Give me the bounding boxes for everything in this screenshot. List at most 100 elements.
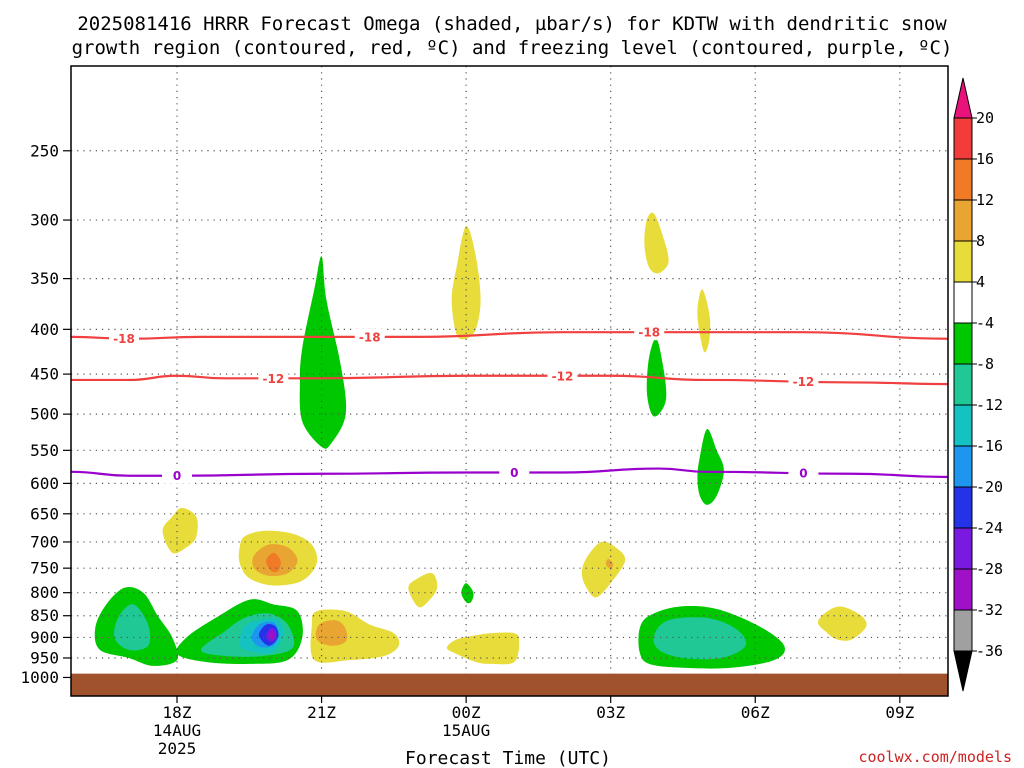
colorbar-bin bbox=[953, 199, 973, 242]
y-tick-label: 350 bbox=[30, 269, 59, 288]
colorbar-label: -36 bbox=[976, 642, 1003, 660]
colorbar-bin bbox=[953, 117, 973, 160]
contour-label: -18 bbox=[113, 332, 135, 346]
y-tick-label: 650 bbox=[30, 504, 59, 523]
x-tick-year: 2025 bbox=[158, 739, 197, 758]
omega-region bbox=[697, 428, 724, 505]
colorbar-bin bbox=[953, 158, 973, 201]
colorbar-label: 12 bbox=[976, 191, 994, 209]
x-tick-label: 09Z bbox=[885, 703, 914, 722]
colorbar-top-triangle bbox=[953, 77, 973, 119]
colorbar-bin bbox=[953, 363, 973, 406]
colorbar-label: 8 bbox=[976, 232, 985, 250]
omega-region bbox=[113, 604, 151, 651]
contour-label: 0 bbox=[510, 466, 518, 480]
x-tick-label: 03Z bbox=[596, 703, 625, 722]
y-tick-label: 500 bbox=[30, 405, 59, 424]
contour-label: -12 bbox=[793, 375, 815, 389]
contour-label-bg bbox=[499, 464, 530, 481]
y-tick-label: 300 bbox=[30, 211, 59, 230]
colorbar-bin bbox=[953, 322, 973, 365]
colorbar-bin bbox=[953, 445, 973, 488]
x-tick-label: 21Z bbox=[307, 703, 336, 722]
contour-label-bg bbox=[162, 467, 193, 484]
y-tick-label: 900 bbox=[30, 628, 59, 647]
contour-label: -12 bbox=[263, 372, 285, 386]
x-tick-label: 00Z bbox=[452, 703, 481, 722]
omega-region bbox=[817, 606, 867, 641]
x-axis-label: Forecast Time (UTC) bbox=[405, 748, 611, 768]
contour-lines: -18 -18 -18 -12 -12 -12 0 0 0 bbox=[70, 324, 949, 484]
contour-label-bg bbox=[354, 328, 385, 345]
x-tick-label: 06Z bbox=[741, 703, 770, 722]
colorbar-label: -16 bbox=[976, 437, 1003, 455]
colorbar-bin bbox=[953, 527, 973, 570]
x-tick-label: 18Z bbox=[163, 703, 192, 722]
chart-title-line2: growth region (contoured, red, ºC) and f… bbox=[72, 37, 953, 59]
omega-region bbox=[697, 289, 711, 353]
contour-label: -18 bbox=[638, 326, 660, 340]
colorbar-label: -4 bbox=[976, 314, 994, 332]
colorbar-legend: 20 16 12 8 4 -4 -8 -12 -16 -20 -24 -28 -32 -36 bbox=[953, 77, 1003, 692]
omega-region bbox=[605, 558, 614, 570]
colorbar-bin bbox=[953, 281, 973, 324]
y-tick-label: 400 bbox=[30, 320, 59, 339]
colorbar-label: -24 bbox=[976, 519, 1003, 537]
contour-label-bg bbox=[634, 324, 665, 341]
omega-region bbox=[644, 212, 669, 274]
contour-label-bg bbox=[788, 465, 819, 482]
contour-line bbox=[71, 374, 949, 386]
contour-label: 0 bbox=[173, 469, 181, 483]
x-tick-date: 15AUG bbox=[442, 721, 490, 740]
colorbar-bin bbox=[953, 609, 973, 652]
y-tick-label: 550 bbox=[30, 441, 59, 460]
y-tick-label: 950 bbox=[30, 648, 59, 667]
contour-label-bg bbox=[547, 367, 578, 384]
plot-frame bbox=[70, 65, 949, 697]
colorbar-label: -20 bbox=[976, 478, 1003, 496]
contour-label: -18 bbox=[359, 330, 381, 344]
chart-title-line1: 2025081416 HRRR Forecast Omega (shaded, … bbox=[77, 13, 947, 35]
contour-line bbox=[70, 331, 949, 340]
colorbar-bin bbox=[953, 240, 973, 283]
y-tick-label: 250 bbox=[30, 141, 59, 160]
colorbar-label: -12 bbox=[976, 396, 1003, 414]
colorbar-label: -28 bbox=[976, 560, 1003, 578]
colorbar-label: 20 bbox=[976, 109, 994, 127]
omega-region bbox=[451, 226, 481, 340]
omega-region bbox=[461, 583, 474, 604]
credit-text: coolwx.com/models bbox=[858, 748, 1012, 766]
y-tick-label: 450 bbox=[30, 365, 59, 384]
y-tick-label: 850 bbox=[30, 606, 59, 625]
y-tick-label: 750 bbox=[30, 559, 59, 578]
colorbar-bottom-triangle bbox=[953, 650, 973, 692]
colorbar-label: -32 bbox=[976, 601, 1003, 619]
contour-label: -12 bbox=[552, 369, 574, 383]
colorbar-label: -8 bbox=[976, 355, 994, 373]
omega-region bbox=[162, 507, 198, 554]
omega-region bbox=[446, 632, 520, 665]
y-axis-ticks: 250 300 350 400 450 500 550 600 650 700 750 800 850 9… bbox=[20, 141, 71, 687]
contour-label-bg bbox=[788, 373, 819, 390]
y-tick-label: 700 bbox=[30, 532, 59, 551]
y-tick-label: 600 bbox=[30, 474, 59, 493]
contour-label-bg bbox=[109, 330, 140, 347]
omega-region bbox=[315, 620, 348, 646]
omega-shaded-regions bbox=[94, 212, 867, 669]
contour-label-bg bbox=[258, 370, 289, 387]
omega-region bbox=[266, 552, 281, 572]
colorbar-bin bbox=[953, 404, 973, 447]
colorbar-bin bbox=[953, 486, 973, 529]
colorbar-label: 16 bbox=[976, 150, 994, 168]
colorbar-bin bbox=[953, 568, 973, 611]
contour-label: 0 bbox=[799, 467, 807, 481]
colorbar-label: 4 bbox=[976, 273, 985, 291]
omega-region bbox=[408, 572, 438, 608]
omega-region bbox=[653, 617, 747, 660]
y-tick-label: 800 bbox=[30, 583, 59, 602]
ground-surface bbox=[71, 673, 948, 696]
omega-region bbox=[581, 541, 626, 598]
x-tick-date: 14AUG bbox=[153, 721, 201, 740]
